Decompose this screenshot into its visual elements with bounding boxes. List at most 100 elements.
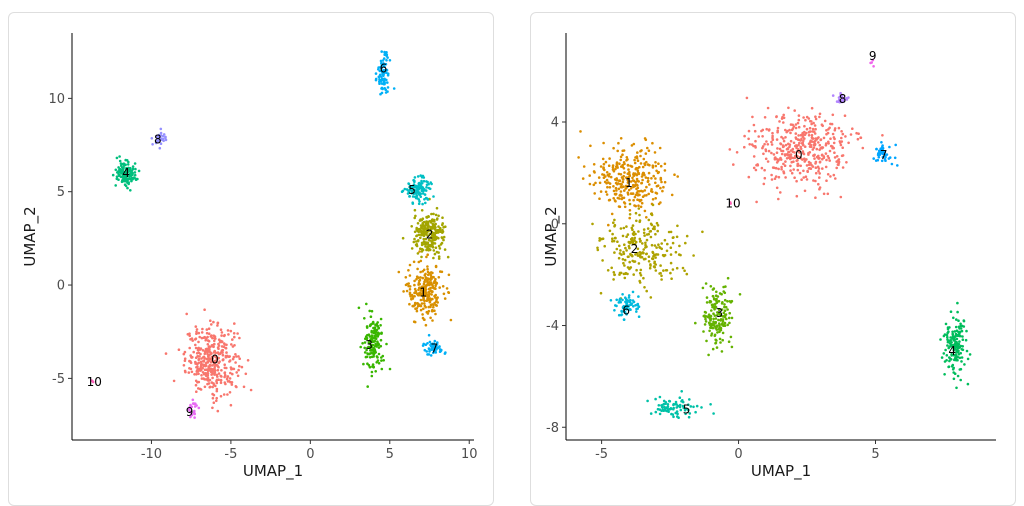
data-point (378, 82, 381, 85)
data-point (212, 320, 215, 324)
data-point (771, 131, 774, 135)
data-point (413, 195, 417, 198)
data-point (610, 212, 614, 216)
data-point (417, 182, 421, 185)
data-point (704, 317, 707, 321)
data-point (412, 260, 416, 264)
data-point (424, 323, 428, 327)
data-point (856, 137, 860, 141)
data-point (804, 175, 808, 178)
data-point (428, 340, 432, 344)
data-point (380, 82, 384, 85)
data-point (616, 149, 619, 153)
data-point (434, 213, 438, 217)
data-point (244, 372, 248, 376)
data-point (714, 341, 718, 345)
data-point (412, 320, 416, 324)
data-point (694, 321, 697, 325)
data-point (709, 285, 713, 288)
data-point (662, 399, 666, 403)
data-point (224, 354, 228, 358)
data-point (609, 299, 613, 302)
data-point (636, 184, 639, 187)
data-point (713, 334, 717, 338)
data-point (684, 241, 687, 245)
data-point (373, 350, 376, 353)
data-point (786, 154, 790, 157)
data-point (374, 370, 378, 373)
data-point (635, 173, 639, 177)
data-point (226, 393, 229, 396)
data-point (669, 261, 673, 265)
data-point (669, 230, 673, 234)
data-point (613, 218, 616, 222)
data-point (952, 343, 955, 347)
data-point (203, 350, 207, 353)
data-point (703, 315, 707, 319)
data-point (655, 221, 659, 225)
data-point (429, 243, 433, 247)
data-point (666, 403, 670, 406)
data-point (428, 350, 431, 353)
data-point (826, 154, 830, 158)
data-point (651, 250, 654, 254)
data-point (646, 227, 650, 230)
data-point (429, 298, 432, 302)
data-point (201, 327, 204, 331)
data-point (425, 248, 429, 251)
data-point (707, 313, 711, 317)
data-point (777, 197, 780, 201)
data-point (137, 169, 141, 173)
data-point (712, 412, 715, 415)
data-point (591, 222, 594, 226)
data-point (415, 307, 419, 310)
data-point (632, 305, 635, 308)
data-point (654, 256, 657, 259)
data-point (809, 167, 813, 170)
data-point (421, 344, 425, 347)
data-point (956, 310, 959, 314)
data-point (824, 143, 828, 147)
data-point (215, 355, 218, 359)
data-point (779, 142, 783, 146)
data-point (804, 131, 808, 135)
data-point (425, 255, 428, 259)
data-point (193, 373, 196, 376)
data-point (203, 335, 206, 339)
data-point (612, 278, 615, 281)
data-point (221, 348, 225, 352)
data-point (754, 139, 757, 143)
data-point (728, 148, 732, 151)
data-point (815, 147, 819, 151)
data-point (434, 296, 437, 299)
data-point (382, 74, 385, 77)
data-point (601, 173, 604, 176)
data-point (238, 357, 241, 361)
data-point (421, 289, 425, 293)
data-point (738, 293, 742, 296)
data-point (631, 224, 635, 227)
data-point (627, 168, 630, 171)
data-point (198, 335, 201, 339)
data-point (814, 166, 818, 169)
data-point (194, 343, 197, 347)
cluster-label-8: 8 (154, 132, 162, 146)
data-point (206, 369, 210, 373)
data-point (417, 188, 421, 191)
data-point (598, 181, 602, 185)
data-point (417, 227, 421, 231)
data-point (203, 368, 207, 372)
data-point (440, 241, 444, 245)
data-point (638, 213, 641, 217)
data-point (654, 181, 657, 185)
data-point (775, 138, 779, 141)
data-point (592, 183, 596, 187)
data-point (793, 109, 796, 112)
data-point (896, 164, 899, 167)
data-point (425, 283, 429, 287)
data-point (189, 415, 192, 419)
data-point (678, 244, 681, 248)
data-point (439, 226, 442, 230)
data-point (628, 266, 632, 270)
data-point (617, 313, 621, 317)
